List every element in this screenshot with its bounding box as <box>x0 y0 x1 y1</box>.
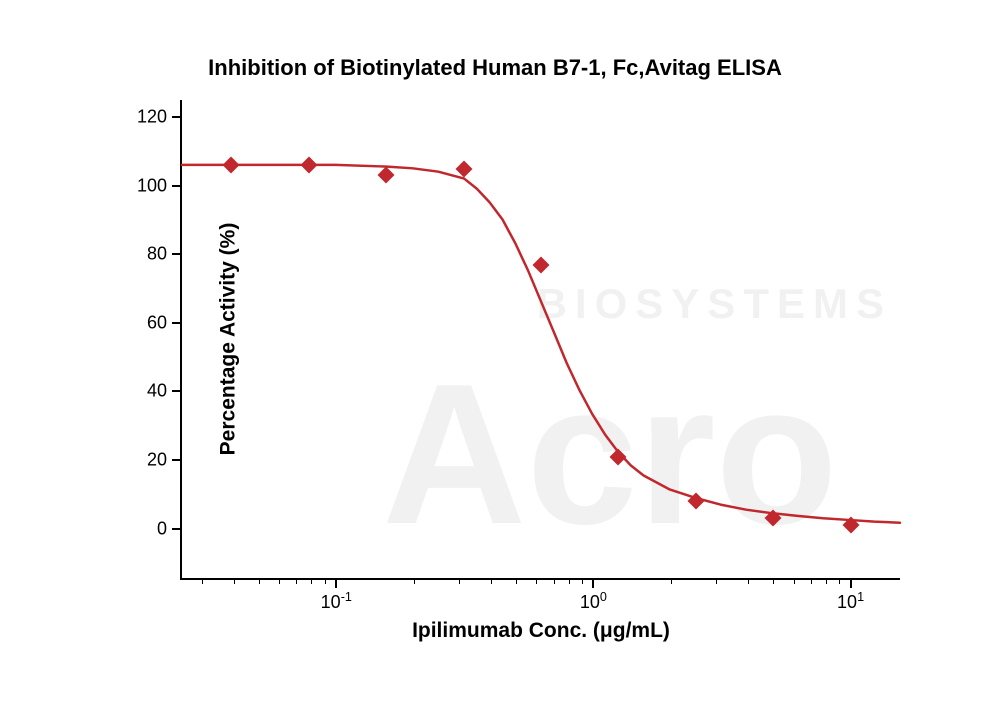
xtick-major <box>335 578 337 588</box>
xtick-label: 101 <box>837 590 864 613</box>
xtick-minor <box>296 578 297 584</box>
ytick <box>172 528 182 530</box>
xtick-major <box>850 578 852 588</box>
xtick-minor <box>325 578 326 584</box>
xtick-minor <box>826 578 827 584</box>
xtick-minor <box>716 578 717 584</box>
xtick-minor <box>582 578 583 584</box>
ytick <box>172 116 182 118</box>
xtick-minor <box>491 578 492 584</box>
plot-area: BIOSYSTEMS Acro 020406080100120 10-11001… <box>180 100 900 580</box>
xtick-minor <box>202 578 203 584</box>
x-axis-label: Ipilimumab Conc. (μg/mL) <box>182 619 900 643</box>
ytick <box>172 322 182 324</box>
ytick-label: 60 <box>132 312 167 333</box>
ytick-label: 20 <box>132 450 167 471</box>
xtick-minor <box>794 578 795 584</box>
xtick-label: 100 <box>580 590 607 613</box>
ytick-label: 80 <box>132 244 167 265</box>
xtick-minor <box>311 578 312 584</box>
ytick <box>172 185 182 187</box>
ytick <box>172 459 182 461</box>
ytick <box>172 253 182 255</box>
xtick-minor <box>459 578 460 584</box>
ytick-label: 120 <box>132 107 167 128</box>
chart-title: Inhibition of Biotinylated Human B7-1, F… <box>130 55 860 81</box>
chart-container: Inhibition of Biotinylated Human B7-1, F… <box>130 40 930 600</box>
ytick-label: 40 <box>132 381 167 402</box>
xtick-minor <box>773 578 774 584</box>
xtick-minor <box>414 578 415 584</box>
xtick-minor <box>259 578 260 584</box>
xtick-minor <box>671 578 672 584</box>
curve-line <box>182 100 900 578</box>
y-axis-label: Percentage Activity (%) <box>216 223 240 456</box>
xtick-minor <box>839 578 840 584</box>
xtick-minor <box>516 578 517 584</box>
xtick-minor <box>569 578 570 584</box>
xtick-minor <box>554 578 555 584</box>
xtick-label: 10-1 <box>321 590 352 613</box>
ytick-label: 100 <box>132 175 167 196</box>
xtick-minor <box>748 578 749 584</box>
xtick-major <box>592 578 594 588</box>
xtick-minor <box>536 578 537 584</box>
ytick-label: 0 <box>132 518 167 539</box>
xtick-minor <box>234 578 235 584</box>
xtick-minor <box>279 578 280 584</box>
ytick <box>172 390 182 392</box>
xtick-minor <box>811 578 812 584</box>
